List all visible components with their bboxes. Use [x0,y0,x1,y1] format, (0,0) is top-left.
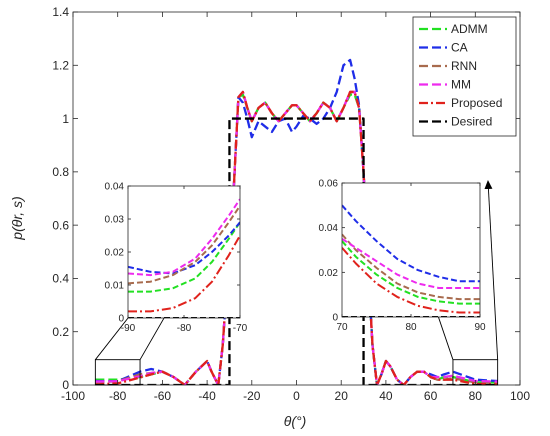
main-series-group [95,58,498,385]
legend-label-mm: MM [451,78,471,92]
main-xtick-label: -60 [154,389,172,403]
main-xtick-label: -20 [243,389,261,403]
y-axis-label: p(θr, s) [9,196,25,240]
inset-left-series-group [128,198,240,318]
inset-left-plot: -90 -80 -70 0 0.01 0.02 0.03 0.04 [105,182,248,335]
inset-left-ytick-label: 0 [118,314,124,325]
main-ytick-label: 0.4 [52,272,69,286]
inset-left-ytick-label: 0.01 [105,281,125,292]
main-ytick-label: 0.2 [52,325,69,339]
inset-left-ytick-label: 0.03 [105,215,125,226]
inset-left-series-admm [128,221,240,293]
main-series-proposed [95,90,498,385]
legend-label-admm: ADMM [451,22,488,36]
main-ytick-label: 1.2 [52,58,69,72]
inset-right-xtick-label: 80 [405,322,417,333]
legend-label-ca: CA [451,41,468,55]
inset-right-background [342,183,480,317]
inset-right-series-group [342,204,480,317]
legend-box [412,16,517,137]
inset-right-series-mm [342,237,480,289]
inset-right-ytick-label: 0 [332,313,338,324]
inset-right-ytick-label: 0.04 [319,223,339,234]
main-ytick-label: 0.8 [52,165,69,179]
legend-label-rnn: RNN [451,59,477,73]
inset-left-xtick-label: -80 [177,323,192,334]
inset-right-xtick-label: 90 [474,322,486,333]
main-ytick-label: 1 [62,112,69,126]
inset-left-series-mm [128,198,240,277]
inset-right-series-rnn [342,233,480,301]
inset-left-series-proposed [128,235,240,313]
inset-right-series-ca [342,204,480,283]
zoom-box-left [94,359,141,386]
main-xtick-label: 40 [379,389,393,403]
inset-right-ytick-label: 0.02 [319,268,339,279]
zoom-connector-left [94,317,129,360]
inset-right-series-admm [342,240,480,305]
inset-left-ytick-label: 0.04 [105,182,125,193]
main-xtick-label: -80 [109,389,127,403]
inset-left-ytick-label: 0.02 [105,248,125,259]
main-xtick-label: 60 [424,389,438,403]
main-ytick-label: 1.4 [52,5,69,19]
main-ytick-label: 0.6 [52,218,69,232]
inset-right-ytick-label: 0.06 [319,179,339,190]
inset-right-xtick-label: 70 [336,322,348,333]
inset-right-series-proposed [342,247,480,314]
main-xtick-label: 100 [510,389,530,403]
inset-left-series-rnn [128,205,240,285]
inset-right-plot: 70 80 90 0 0.02 0.04 0.06 [319,179,486,334]
main-xtick-label: 0 [293,389,300,403]
inset-left-xtick-label: -70 [233,323,248,334]
inset-left-series-ca [128,221,240,275]
legend: ADMM CA RNN MM Proposed Desired [412,16,517,137]
main-xtick-label: -40 [198,389,216,403]
zoom-box-right [452,359,499,386]
inset-left-xtick-label: -90 [121,323,136,334]
main-xtick-label: -100 [61,389,85,403]
main-ytick-label: 0 [62,378,69,392]
inset-left-background [128,186,240,318]
x-axis-label: θ(°) [284,413,307,429]
zoom-arrow-right [484,180,499,360]
main-xtick-label: 20 [335,389,349,403]
main-xtick-label: 80 [469,389,483,403]
legend-label-desired: Desired [451,115,492,129]
legend-label-proposed: Proposed [451,96,502,110]
